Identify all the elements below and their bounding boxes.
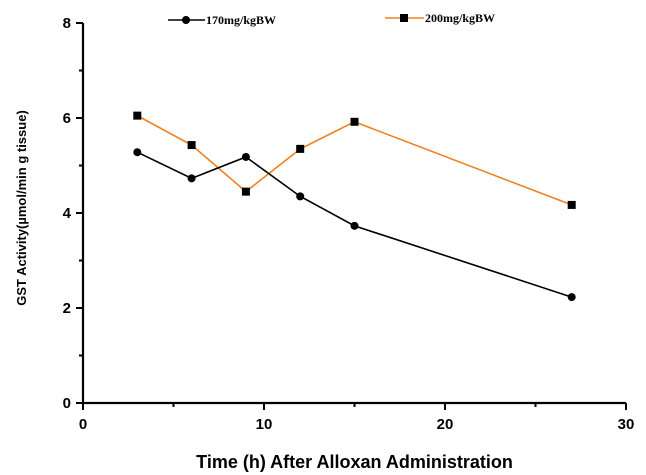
legend-label: 170mg/kgBW bbox=[206, 13, 276, 27]
data-point bbox=[296, 144, 305, 153]
data-point bbox=[296, 192, 305, 201]
y-tick-label: 6 bbox=[63, 110, 71, 127]
x-tick-label: 0 bbox=[79, 416, 87, 433]
x-axis-title: Time (h) After Alloxan Administration bbox=[196, 452, 513, 472]
y-tick-label: 2 bbox=[63, 300, 71, 317]
x-tick-label: 30 bbox=[618, 416, 635, 433]
y-tick-label: 8 bbox=[63, 15, 71, 32]
x-tick-label: 20 bbox=[437, 416, 454, 433]
series-line bbox=[136, 151, 572, 298]
y-axis-title: GST Activity(µmol/min g tissue) bbox=[14, 110, 29, 306]
data-point bbox=[350, 221, 359, 230]
data-point bbox=[133, 111, 142, 120]
series-layer bbox=[133, 111, 576, 302]
legend: 170mg/kgBW 200mg/kgBW bbox=[168, 11, 495, 27]
data-point bbox=[187, 141, 196, 150]
series-line bbox=[136, 114, 572, 206]
x-tick-label: 10 bbox=[256, 416, 273, 433]
series-circle bbox=[133, 148, 576, 302]
legend-marker bbox=[400, 14, 408, 22]
data-point bbox=[350, 117, 359, 126]
legend-entry-1: 170mg/kgBW bbox=[168, 13, 276, 27]
data-point bbox=[567, 293, 576, 302]
legend-entry-2: 200mg/kgBW bbox=[385, 11, 495, 25]
data-point bbox=[133, 148, 142, 157]
axes bbox=[81, 23, 626, 405]
data-point bbox=[241, 187, 250, 196]
series-square bbox=[133, 111, 576, 209]
legend-marker bbox=[182, 16, 190, 24]
data-point bbox=[187, 174, 196, 183]
y-tick-label: 0 bbox=[63, 395, 71, 412]
y-tick-label: 4 bbox=[63, 205, 72, 222]
data-point bbox=[241, 152, 250, 161]
ticks: 0 2 4 6 8 0 10 20 30 bbox=[63, 15, 635, 433]
data-point bbox=[567, 200, 576, 209]
legend-label: 200mg/kgBW bbox=[425, 11, 495, 25]
